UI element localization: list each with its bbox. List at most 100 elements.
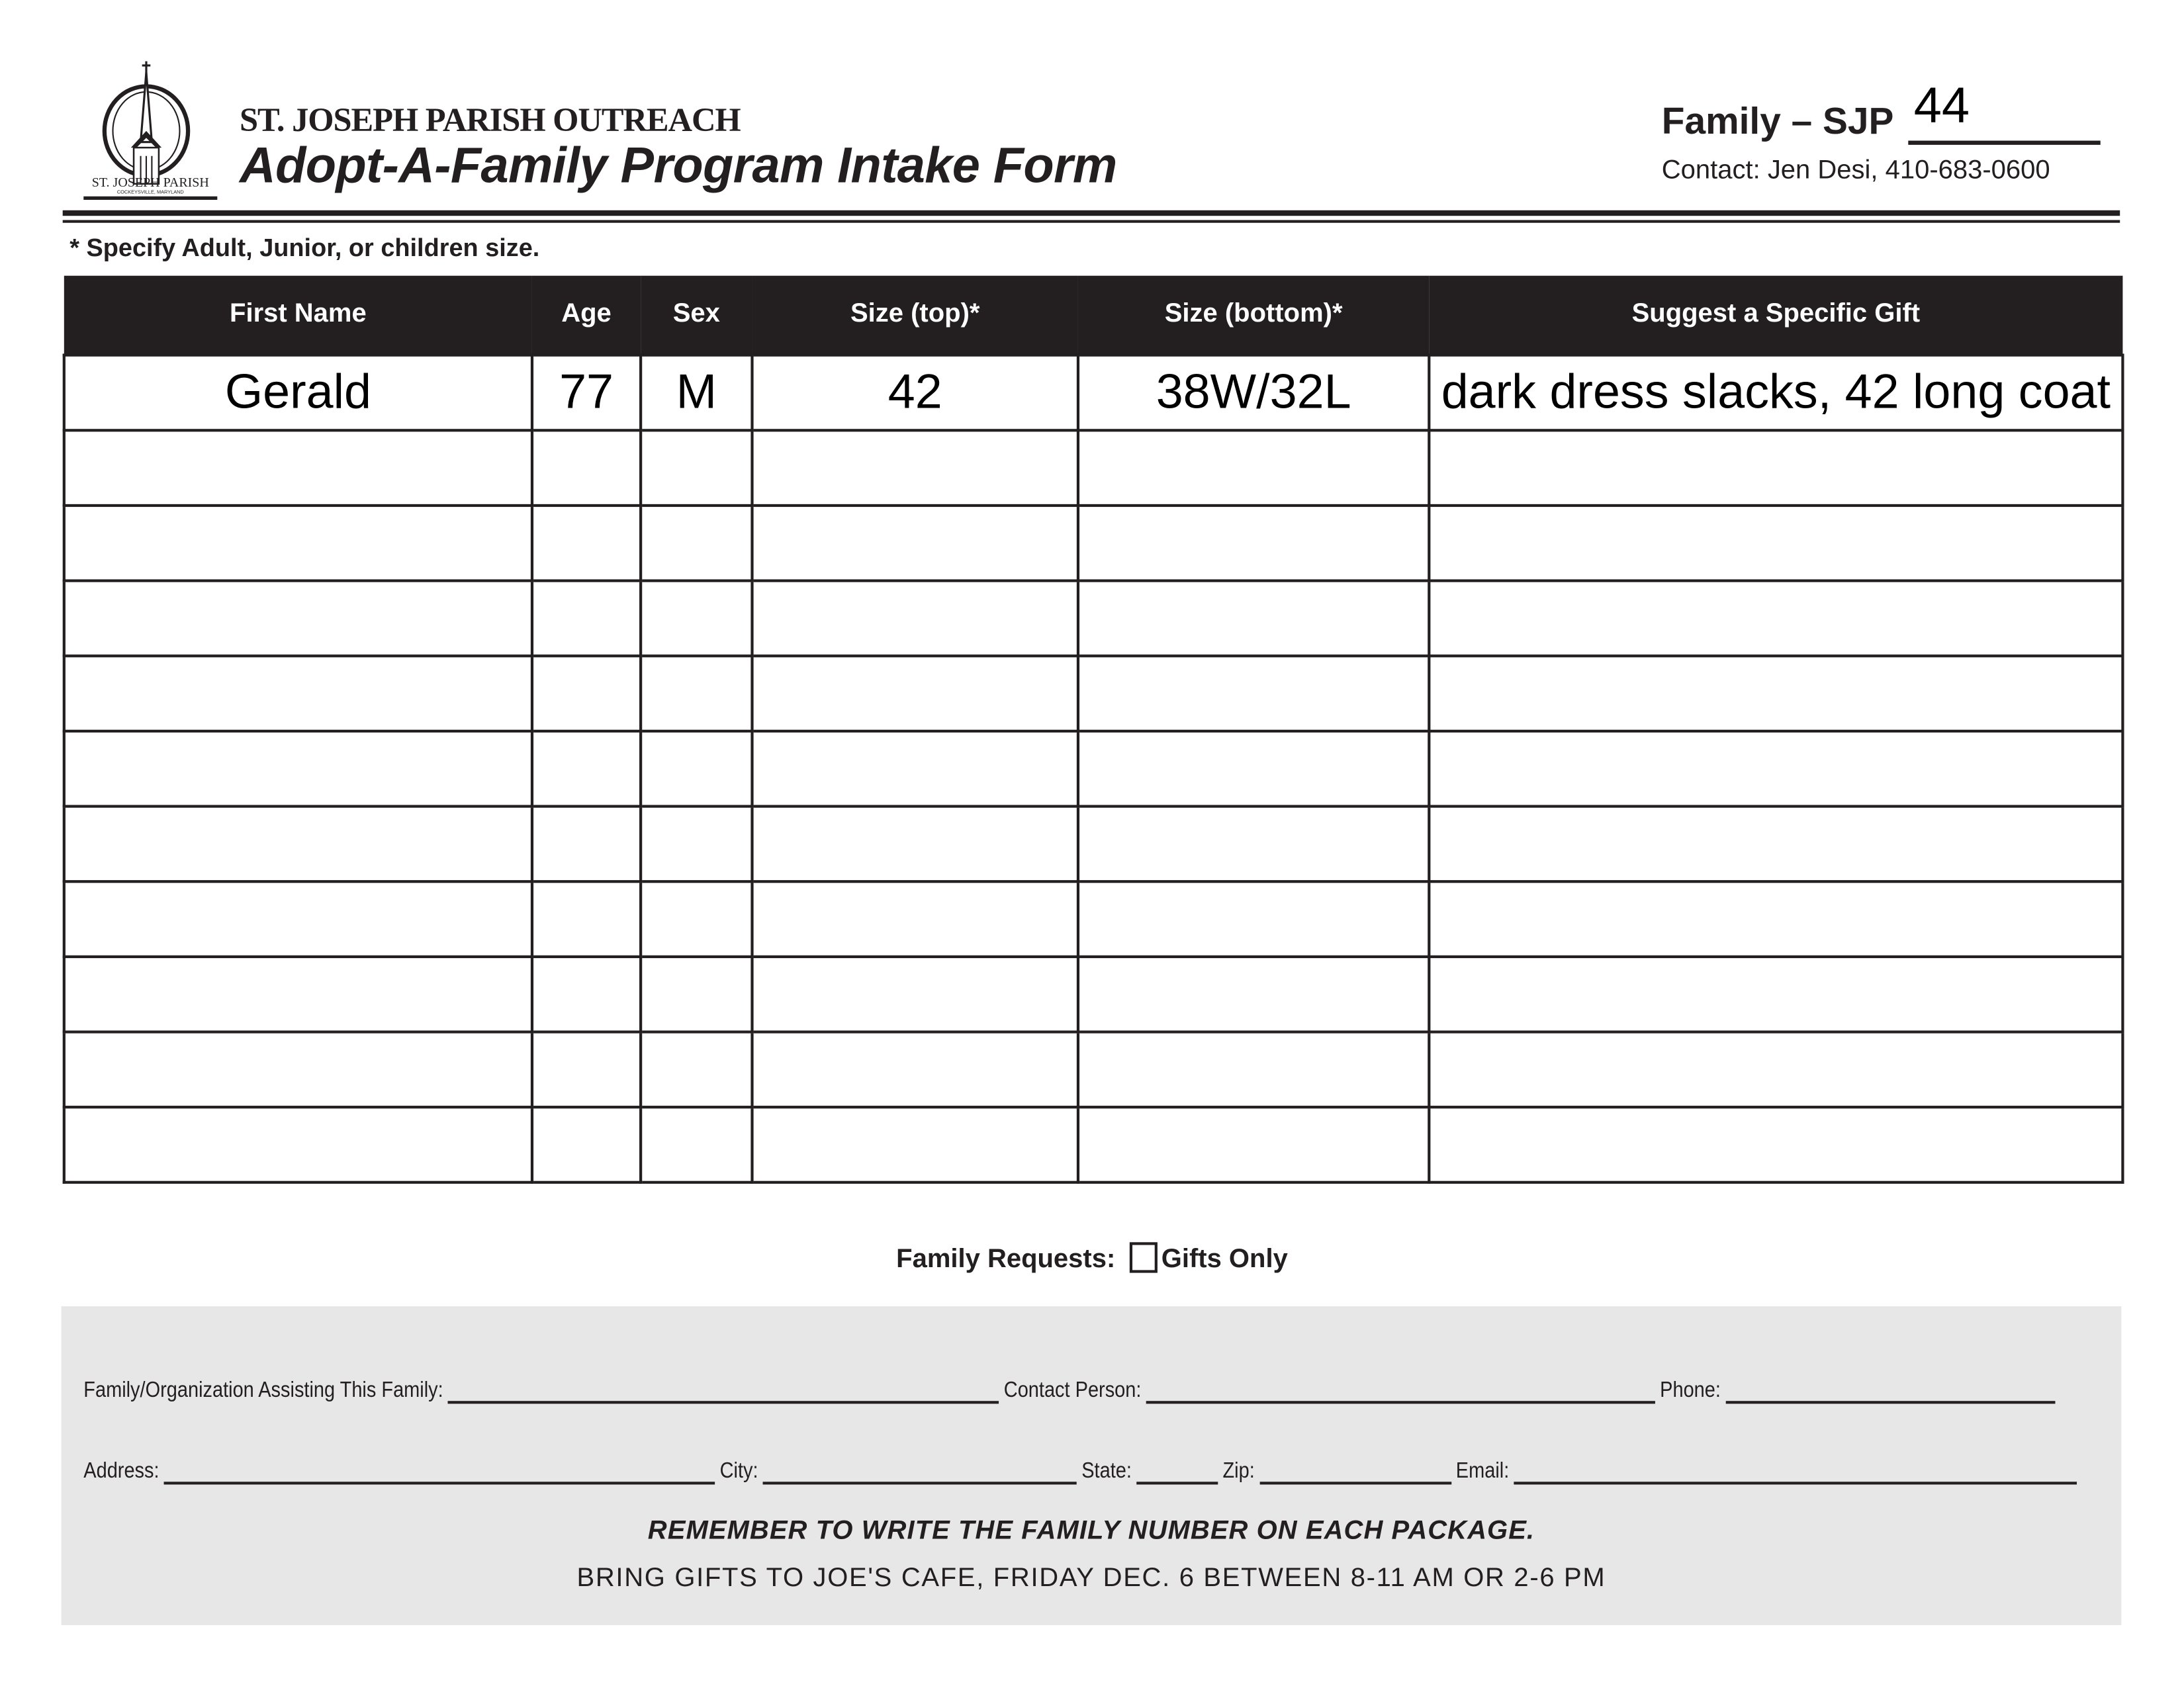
table-cell[interactable] [530, 504, 643, 582]
column-header: Sex [641, 275, 752, 355]
form-title: Adopt-A-Family Program Intake Form [239, 136, 1117, 194]
table-cell[interactable] [530, 805, 643, 883]
assisting-field[interactable] [447, 1379, 999, 1404]
table-cell[interactable] [751, 805, 1080, 883]
table-cell[interactable] [1428, 504, 2124, 582]
table-cell[interactable] [1076, 1030, 1431, 1109]
table-cell[interactable] [639, 880, 754, 958]
contact-person-label: Contact Person: [1003, 1378, 1142, 1403]
table-cell[interactable] [751, 579, 1080, 658]
state-field[interactable] [1136, 1460, 1218, 1485]
table-cell[interactable] [1428, 1106, 2124, 1184]
table-row [62, 880, 2124, 958]
table-cell[interactable] [530, 880, 643, 958]
table-row [62, 429, 2124, 508]
table-cell[interactable]: M [639, 353, 754, 432]
table-cell[interactable] [1076, 579, 1431, 658]
table-cell[interactable] [530, 1106, 643, 1184]
address-label: Address: [83, 1459, 159, 1484]
table-cell[interactable] [1076, 729, 1431, 808]
table-cell[interactable] [1076, 1106, 1431, 1184]
state-label: State: [1081, 1459, 1132, 1484]
family-number-field[interactable]: 44 [1913, 76, 1970, 134]
city-field[interactable] [762, 1460, 1077, 1485]
organization-name: ST. JOSEPH PARISH OUTREACH [239, 103, 741, 140]
table-cell[interactable] [639, 729, 754, 808]
header-divider-thin [62, 220, 2120, 223]
zip-field[interactable] [1259, 1460, 1451, 1485]
table-cell[interactable] [1428, 429, 2124, 508]
gifts-only-checkbox[interactable] [1129, 1242, 1158, 1273]
table-cell[interactable] [62, 429, 534, 508]
family-members-table: First Name Age Sex Size (top)* Size (bottom)… [62, 275, 2124, 1184]
table-cell[interactable] [639, 1106, 754, 1184]
table-cell[interactable] [62, 729, 534, 808]
assisting-row: Family/Organization Assisting This Famil… [83, 1379, 2060, 1404]
table-cell[interactable] [751, 729, 1080, 808]
table-cell[interactable] [751, 429, 1080, 508]
table-cell[interactable] [62, 654, 534, 733]
table-cell[interactable] [639, 805, 754, 883]
table-cell[interactable] [751, 955, 1080, 1034]
table-cell[interactable] [751, 880, 1080, 958]
table-cell[interactable] [639, 955, 754, 1034]
table-cell[interactable] [62, 504, 534, 582]
table-cell[interactable] [1076, 955, 1431, 1034]
table-cell[interactable]: 38W/32L [1076, 353, 1431, 432]
table-cell[interactable] [639, 579, 754, 658]
table-cell[interactable] [62, 955, 534, 1034]
table-cell[interactable] [751, 654, 1080, 733]
table-cell[interactable] [1076, 880, 1431, 958]
table-cell[interactable] [62, 805, 534, 883]
address-row: Address: City: State: Zip: Email: [83, 1460, 2081, 1485]
family-requests-label: Family Requests: [896, 1245, 1116, 1274]
table-cell[interactable]: 77 [530, 353, 643, 432]
table-cell[interactable] [62, 579, 534, 658]
table-cell[interactable] [530, 729, 643, 808]
table-cell[interactable] [751, 1106, 1080, 1184]
table-cell[interactable] [530, 654, 643, 733]
table-cell[interactable] [639, 504, 754, 582]
contact-person-field[interactable] [1146, 1379, 1655, 1404]
table-cell[interactable] [1076, 654, 1431, 733]
table-row [62, 729, 2124, 808]
family-requests: Family Requests: Gifts Only [0, 1242, 2184, 1276]
table-cell[interactable] [751, 504, 1080, 582]
table-row [62, 805, 2124, 883]
table-cell[interactable] [1428, 579, 2124, 658]
table-row [62, 1106, 2124, 1184]
table-cell[interactable] [530, 1030, 643, 1109]
table-cell[interactable] [639, 654, 754, 733]
table-cell[interactable] [62, 1030, 534, 1109]
table-cell[interactable] [62, 1106, 534, 1184]
table-cell[interactable] [1428, 1030, 2124, 1109]
size-note: * Specify Adult, Junior, or children siz… [69, 234, 540, 262]
table-cell[interactable] [1076, 429, 1431, 508]
column-header: Size (top)* [752, 275, 1078, 355]
table-cell[interactable] [530, 579, 643, 658]
table-cell[interactable] [1428, 729, 2124, 808]
zip-label: Zip: [1222, 1459, 1255, 1484]
table-cell[interactable] [1428, 955, 2124, 1034]
table-cell[interactable] [1428, 805, 2124, 883]
table-cell[interactable]: dark dress slacks, 42 long coat [1428, 353, 2124, 432]
table-cell[interactable] [1428, 880, 2124, 958]
table-cell[interactable] [1076, 504, 1431, 582]
parish-logo: ST. JOSEPH PARISH COCKEYSVILLE, MARYLAND [83, 61, 218, 200]
table-cell[interactable] [639, 429, 754, 508]
table-cell[interactable]: 42 [751, 353, 1080, 432]
table-cell[interactable] [1076, 805, 1431, 883]
email-field[interactable] [1514, 1460, 2077, 1485]
table-cell[interactable] [530, 429, 643, 508]
address-field[interactable] [163, 1460, 715, 1485]
table-cell[interactable] [1428, 654, 2124, 733]
table-cell[interactable] [751, 1030, 1080, 1109]
table-cell[interactable] [639, 1030, 754, 1109]
phone-field[interactable] [1725, 1379, 2055, 1404]
svg-text:COCKEYSVILLE, MARYLAND: COCKEYSVILLE, MARYLAND [117, 189, 184, 195]
table-cell[interactable]: Gerald [62, 353, 534, 432]
table-row [62, 579, 2124, 658]
table-cell[interactable] [62, 880, 534, 958]
table-cell[interactable] [530, 955, 643, 1034]
